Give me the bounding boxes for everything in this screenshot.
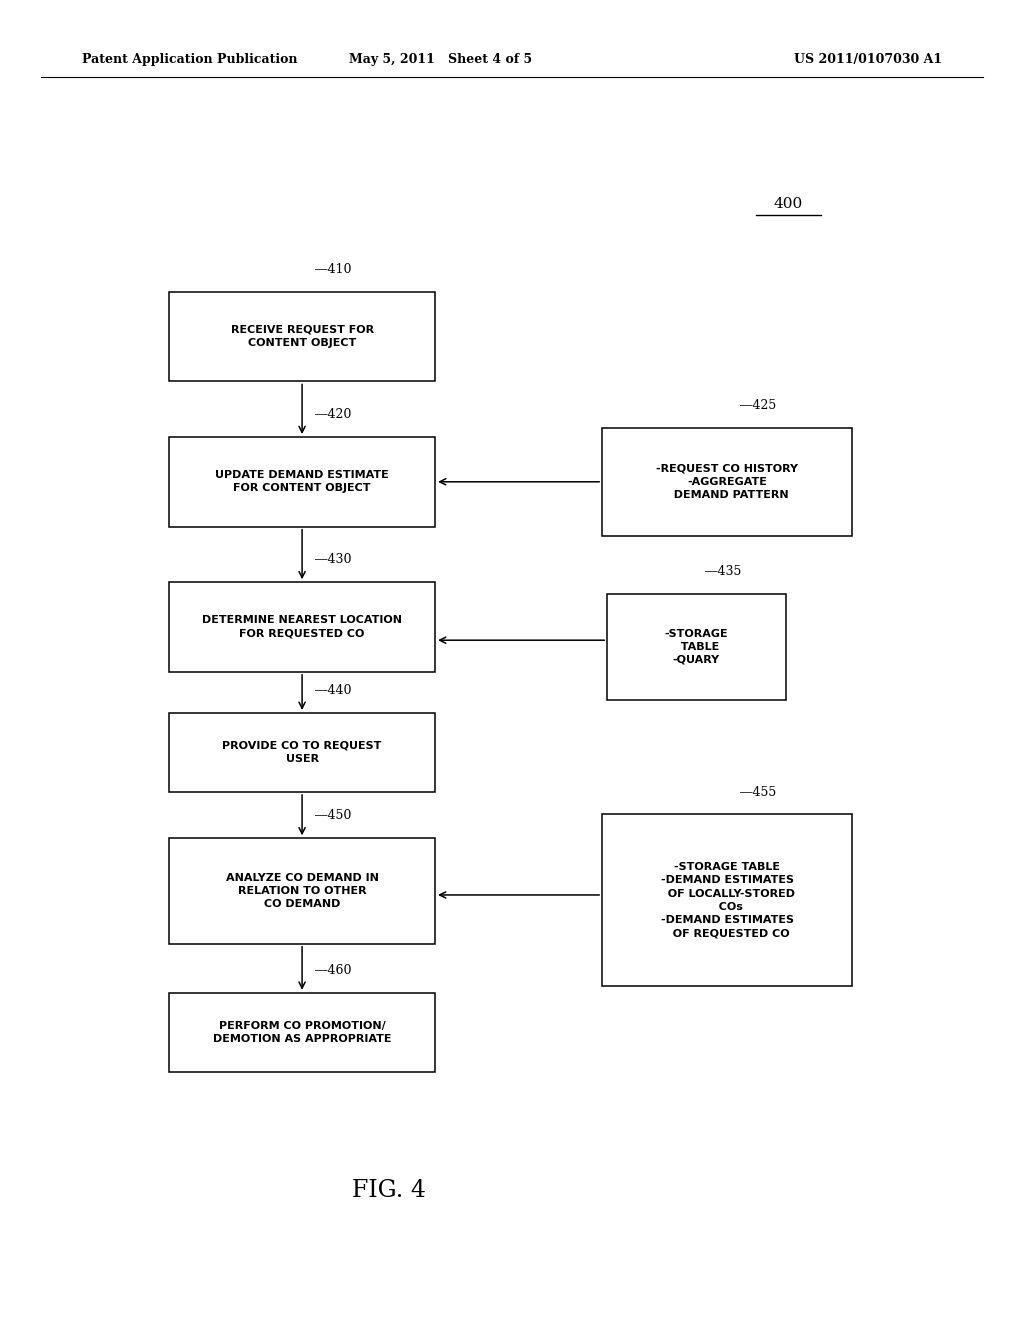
Text: RECEIVE REQUEST FOR
CONTENT OBJECT: RECEIVE REQUEST FOR CONTENT OBJECT (230, 325, 374, 348)
Bar (601, 814, 852, 986)
Text: UPDATE DEMAND ESTIMATE
FOR CONTENT OBJECT: UPDATE DEMAND ESTIMATE FOR CONTENT OBJEC… (215, 470, 389, 494)
Bar (169, 993, 435, 1072)
Text: -REQUEST CO HISTORY
-AGGREGATE
  DEMAND PATTERN: -REQUEST CO HISTORY -AGGREGATE DEMAND PA… (656, 463, 798, 500)
Text: May 5, 2011   Sheet 4 of 5: May 5, 2011 Sheet 4 of 5 (349, 53, 531, 66)
Text: FIG. 4: FIG. 4 (352, 1179, 426, 1203)
Text: ―430: ―430 (315, 553, 352, 566)
Text: ―450: ―450 (315, 809, 352, 822)
Text: 400: 400 (774, 197, 803, 211)
Text: ―410: ―410 (315, 263, 352, 276)
Bar (169, 713, 435, 792)
Bar (169, 292, 435, 381)
Text: ―425: ―425 (739, 399, 776, 412)
Text: DETERMINE NEAREST LOCATION
FOR REQUESTED CO: DETERMINE NEAREST LOCATION FOR REQUESTED… (202, 615, 402, 639)
Text: ―455: ―455 (739, 785, 776, 799)
Text: Patent Application Publication: Patent Application Publication (82, 53, 297, 66)
Bar (169, 437, 435, 527)
Text: ―440: ―440 (315, 684, 352, 697)
Text: ―435: ―435 (706, 565, 741, 578)
Text: -STORAGE
  TABLE
-QUARY: -STORAGE TABLE -QUARY (665, 628, 728, 665)
Bar (606, 594, 786, 700)
Text: US 2011/0107030 A1: US 2011/0107030 A1 (794, 53, 942, 66)
Bar (169, 582, 435, 672)
Text: ―460: ―460 (315, 964, 352, 977)
Text: ―420: ―420 (315, 408, 352, 421)
Bar (601, 428, 852, 536)
Text: PROVIDE CO TO REQUEST
USER: PROVIDE CO TO REQUEST USER (222, 741, 382, 764)
Text: -STORAGE TABLE
-DEMAND ESTIMATES
  OF LOCALLY-STORED
  COs
-DEMAND ESTIMATES
  O: -STORAGE TABLE -DEMAND ESTIMATES OF LOCA… (659, 862, 795, 939)
Bar (169, 838, 435, 944)
Text: ANALYZE CO DEMAND IN
RELATION TO OTHER
CO DEMAND: ANALYZE CO DEMAND IN RELATION TO OTHER C… (225, 873, 379, 909)
Text: PERFORM CO PROMOTION/
DEMOTION AS APPROPRIATE: PERFORM CO PROMOTION/ DEMOTION AS APPROP… (213, 1020, 391, 1044)
